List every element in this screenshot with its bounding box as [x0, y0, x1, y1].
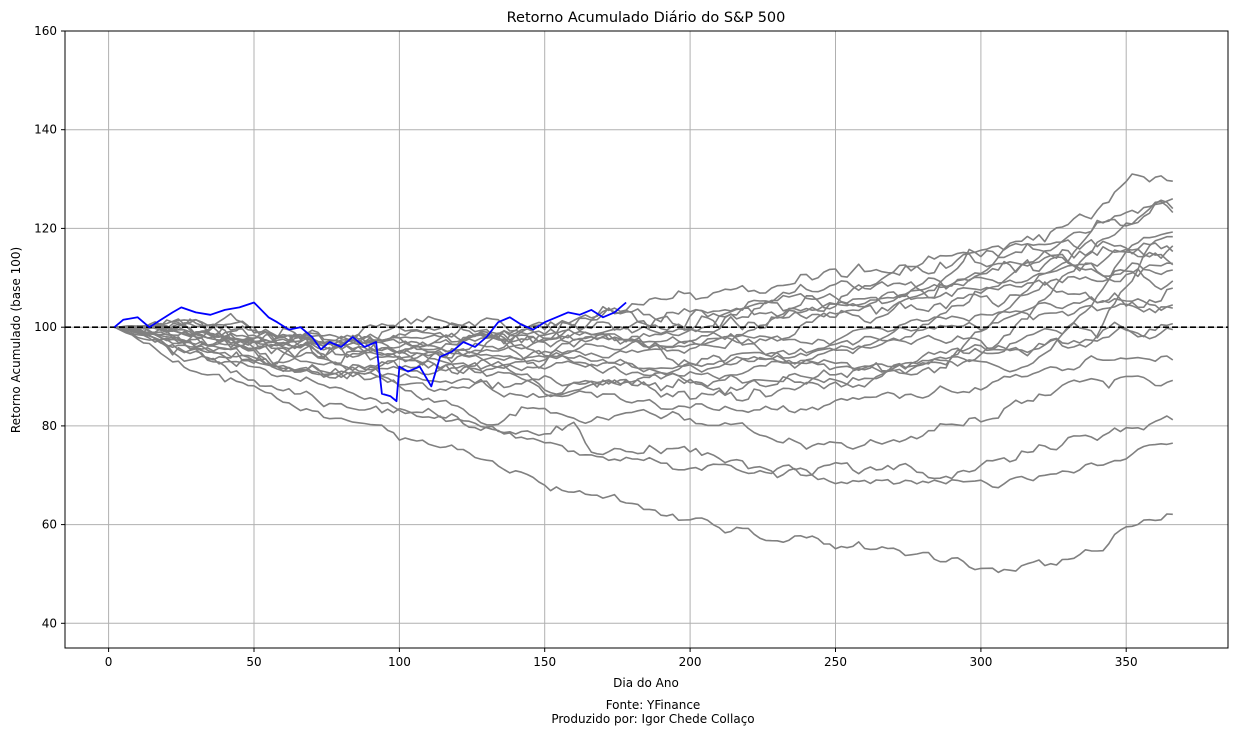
y-tick-label: 100: [34, 320, 57, 334]
historical-year-line: [114, 200, 1174, 373]
historical-year-line: [114, 249, 1174, 354]
y-tick-label: 60: [42, 518, 57, 532]
historical-year-line: [114, 242, 1174, 346]
current-series: [113, 301, 627, 403]
author-caption: Produzido por: Igor Chede Collaço: [551, 712, 755, 726]
x-tick-label: 200: [679, 655, 702, 669]
source-caption: Fonte: YFinance: [605, 698, 701, 712]
chart-title: Retorno Acumulado Diário do S&P 500: [507, 10, 786, 26]
historical-year-line: [114, 173, 1173, 359]
x-tick-label: 150: [533, 655, 556, 669]
x-tick-label: 100: [388, 655, 411, 669]
current-year-line: [113, 301, 627, 403]
historical-year-line: [114, 199, 1174, 388]
historical-year-line: [114, 326, 1174, 480]
historical-year-line: [114, 326, 1174, 414]
historical-year-line: [114, 281, 1173, 347]
historical-year-line: [114, 326, 1173, 489]
y-tick-label: 40: [42, 616, 57, 630]
y-tick-label: 120: [34, 221, 57, 235]
historical-year-line: [114, 326, 1174, 450]
historical-series: [114, 173, 1174, 574]
y-tick-label: 160: [34, 24, 57, 38]
x-axis-label: Dia do Ano: [613, 676, 679, 690]
x-tick-label: 300: [969, 655, 992, 669]
historical-year-line: [114, 303, 1173, 387]
y-tick-label: 140: [34, 123, 57, 137]
x-tick-label: 350: [1115, 655, 1138, 669]
x-tick-label: 50: [246, 655, 261, 669]
historical-year-line: [114, 197, 1174, 375]
y-axis-label: Retorno Acumulado (base 100): [9, 247, 23, 433]
historical-year-line: [114, 256, 1173, 369]
historical-year-line: [114, 262, 1173, 379]
historical-year-line: [114, 326, 1173, 574]
plot-frame: [64, 30, 1229, 649]
y-tick-label: 80: [42, 419, 57, 433]
x-tick-label: 0: [105, 655, 113, 669]
historical-year-line: [114, 296, 1174, 358]
historical-year-line: [114, 239, 1174, 366]
x-tick-label: 250: [824, 655, 847, 669]
axis-ticks: 0 50 100 150 200 250 300 350 40 60 80 100 120 140 160: [34, 24, 1138, 669]
